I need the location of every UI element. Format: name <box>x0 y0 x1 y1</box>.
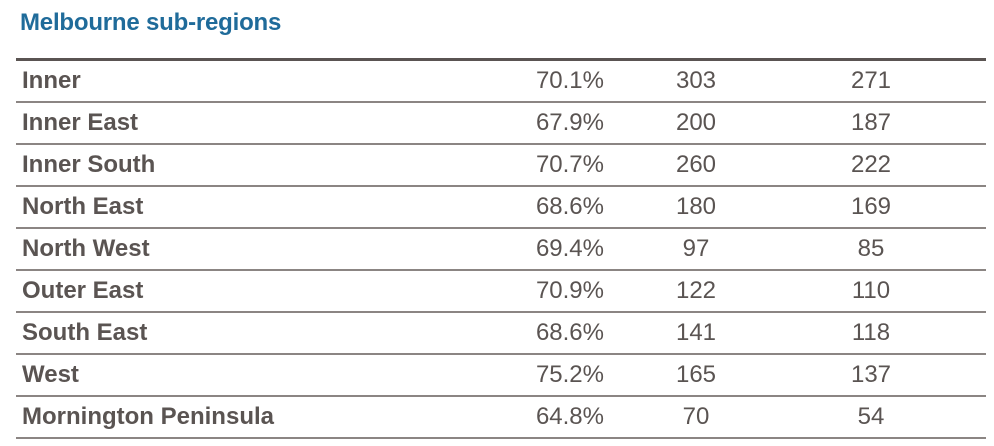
region-count-2: 187 <box>850 109 892 136</box>
region-count-2: 137 <box>850 361 892 388</box>
region-count-2: 169 <box>850 193 892 220</box>
region-percentage: 69.4% <box>535 235 604 262</box>
region-name: West <box>22 361 79 388</box>
table-row: Inner South 70.7% 260 222 <box>16 145 986 187</box>
region-count-1: 122 <box>675 277 717 304</box>
sub-regions-table: Inner 70.1% 303 271 Inner East 67.9% 200… <box>16 58 986 439</box>
region-count-1: 303 <box>675 67 717 94</box>
region-count-1: 200 <box>675 109 717 136</box>
region-count-1: 180 <box>675 193 717 220</box>
region-name: South East <box>22 319 148 346</box>
table-row: Mornington Peninsula 64.8% 70 54 <box>16 397 986 439</box>
table-row: West 75.2% 165 137 <box>16 355 986 397</box>
region-count-1: 141 <box>675 319 717 346</box>
region-count-2: 110 <box>851 277 891 304</box>
region-percentage: 70.1% <box>535 67 604 94</box>
region-percentage: 75.2% <box>535 361 604 388</box>
table-row: Outer East 70.9% 122 110 <box>16 271 986 313</box>
region-percentage: 67.9% <box>535 109 604 136</box>
region-count-2: 271 <box>850 67 892 94</box>
region-percentage: 68.6% <box>535 193 604 220</box>
table-row: South East 68.6% 141 118 <box>16 313 986 355</box>
region-percentage: 64.8% <box>535 403 604 430</box>
table-row: Inner East 67.9% 200 187 <box>16 103 986 145</box>
table-row: Inner 70.1% 303 271 <box>16 61 986 103</box>
region-count-1: 70 <box>682 403 710 430</box>
region-name: North East <box>22 193 144 220</box>
region-name: Inner <box>22 67 81 94</box>
table-row: North East 68.6% 180 169 <box>16 187 986 229</box>
region-name: Mornington Peninsula <box>22 403 274 430</box>
table-row: North West 69.4% 97 85 <box>16 229 986 271</box>
region-count-1: 260 <box>675 151 717 178</box>
region-count-1: 165 <box>675 361 717 388</box>
region-percentage: 70.9% <box>535 277 604 304</box>
region-count-2: 222 <box>850 151 892 178</box>
region-name: Inner East <box>22 109 139 136</box>
region-count-1: 97 <box>682 235 710 262</box>
region-percentage: 70.7% <box>535 151 604 178</box>
region-name: Outer East <box>22 277 144 304</box>
table-title: Melbourne sub-regions <box>20 9 282 36</box>
region-name: North West <box>22 235 150 262</box>
region-name: Inner South <box>22 151 156 178</box>
region-count-2: 85 <box>857 235 885 262</box>
region-count-2: 54 <box>857 403 885 430</box>
region-percentage: 68.6% <box>535 319 604 346</box>
region-count-2: 118 <box>851 319 891 346</box>
